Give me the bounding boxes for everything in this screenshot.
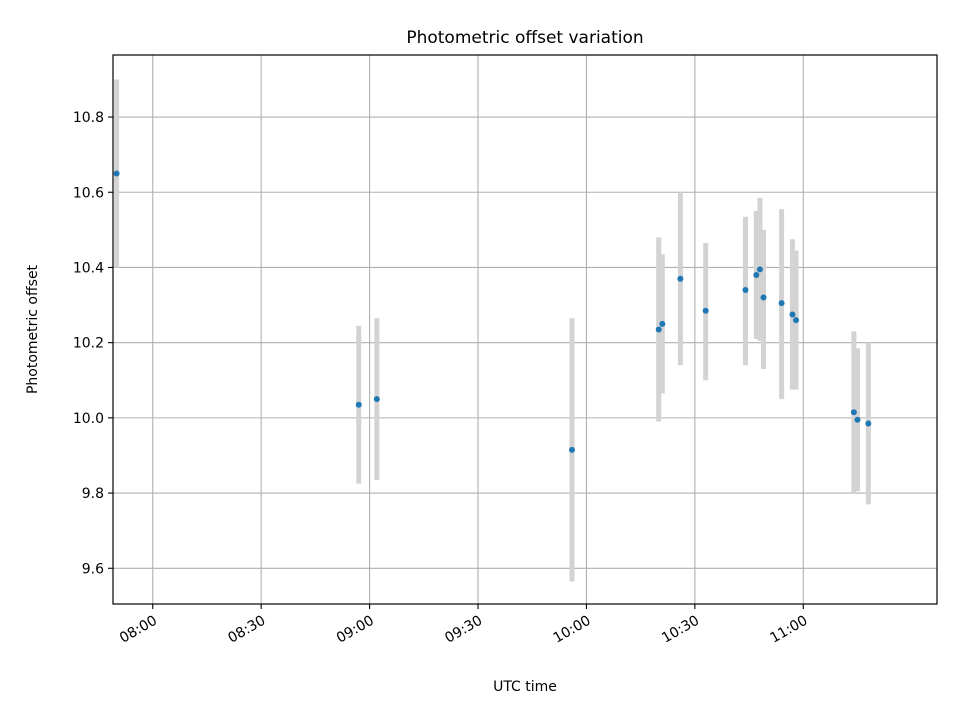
y-tick-label: 9.8: [82, 486, 104, 502]
data-point: [850, 409, 857, 416]
data-point: [756, 266, 763, 273]
y-tick-label: 10.6: [73, 185, 104, 201]
data-point: [753, 271, 760, 278]
y-tick-label: 10.2: [73, 336, 104, 352]
data-point: [568, 446, 575, 453]
data-point: [659, 320, 666, 327]
grid-layer: [113, 55, 937, 604]
point-layer: [113, 170, 872, 453]
data-point: [655, 326, 662, 333]
data-point: [373, 396, 380, 403]
plot-frame: [112, 54, 938, 605]
x-axis-label: UTC time: [493, 679, 557, 695]
data-point: [793, 317, 800, 324]
y-axis-label: Photometric offset: [25, 264, 41, 394]
y-tick-label: 10.8: [73, 110, 104, 126]
chart-title: Photometric offset variation: [406, 28, 643, 48]
data-point: [778, 300, 785, 307]
data-point: [760, 294, 767, 301]
data-point: [742, 287, 749, 294]
y-tick-label: 10.4: [73, 260, 104, 276]
data-point: [854, 416, 861, 423]
y-tick-label: 10.0: [73, 411, 104, 427]
data-point: [865, 420, 872, 427]
y-tick-label: 9.6: [82, 561, 104, 577]
data-point: [355, 401, 362, 408]
data-point: [677, 275, 684, 282]
data-point: [113, 170, 120, 177]
data-point: [789, 311, 796, 318]
data-point: [702, 307, 709, 314]
